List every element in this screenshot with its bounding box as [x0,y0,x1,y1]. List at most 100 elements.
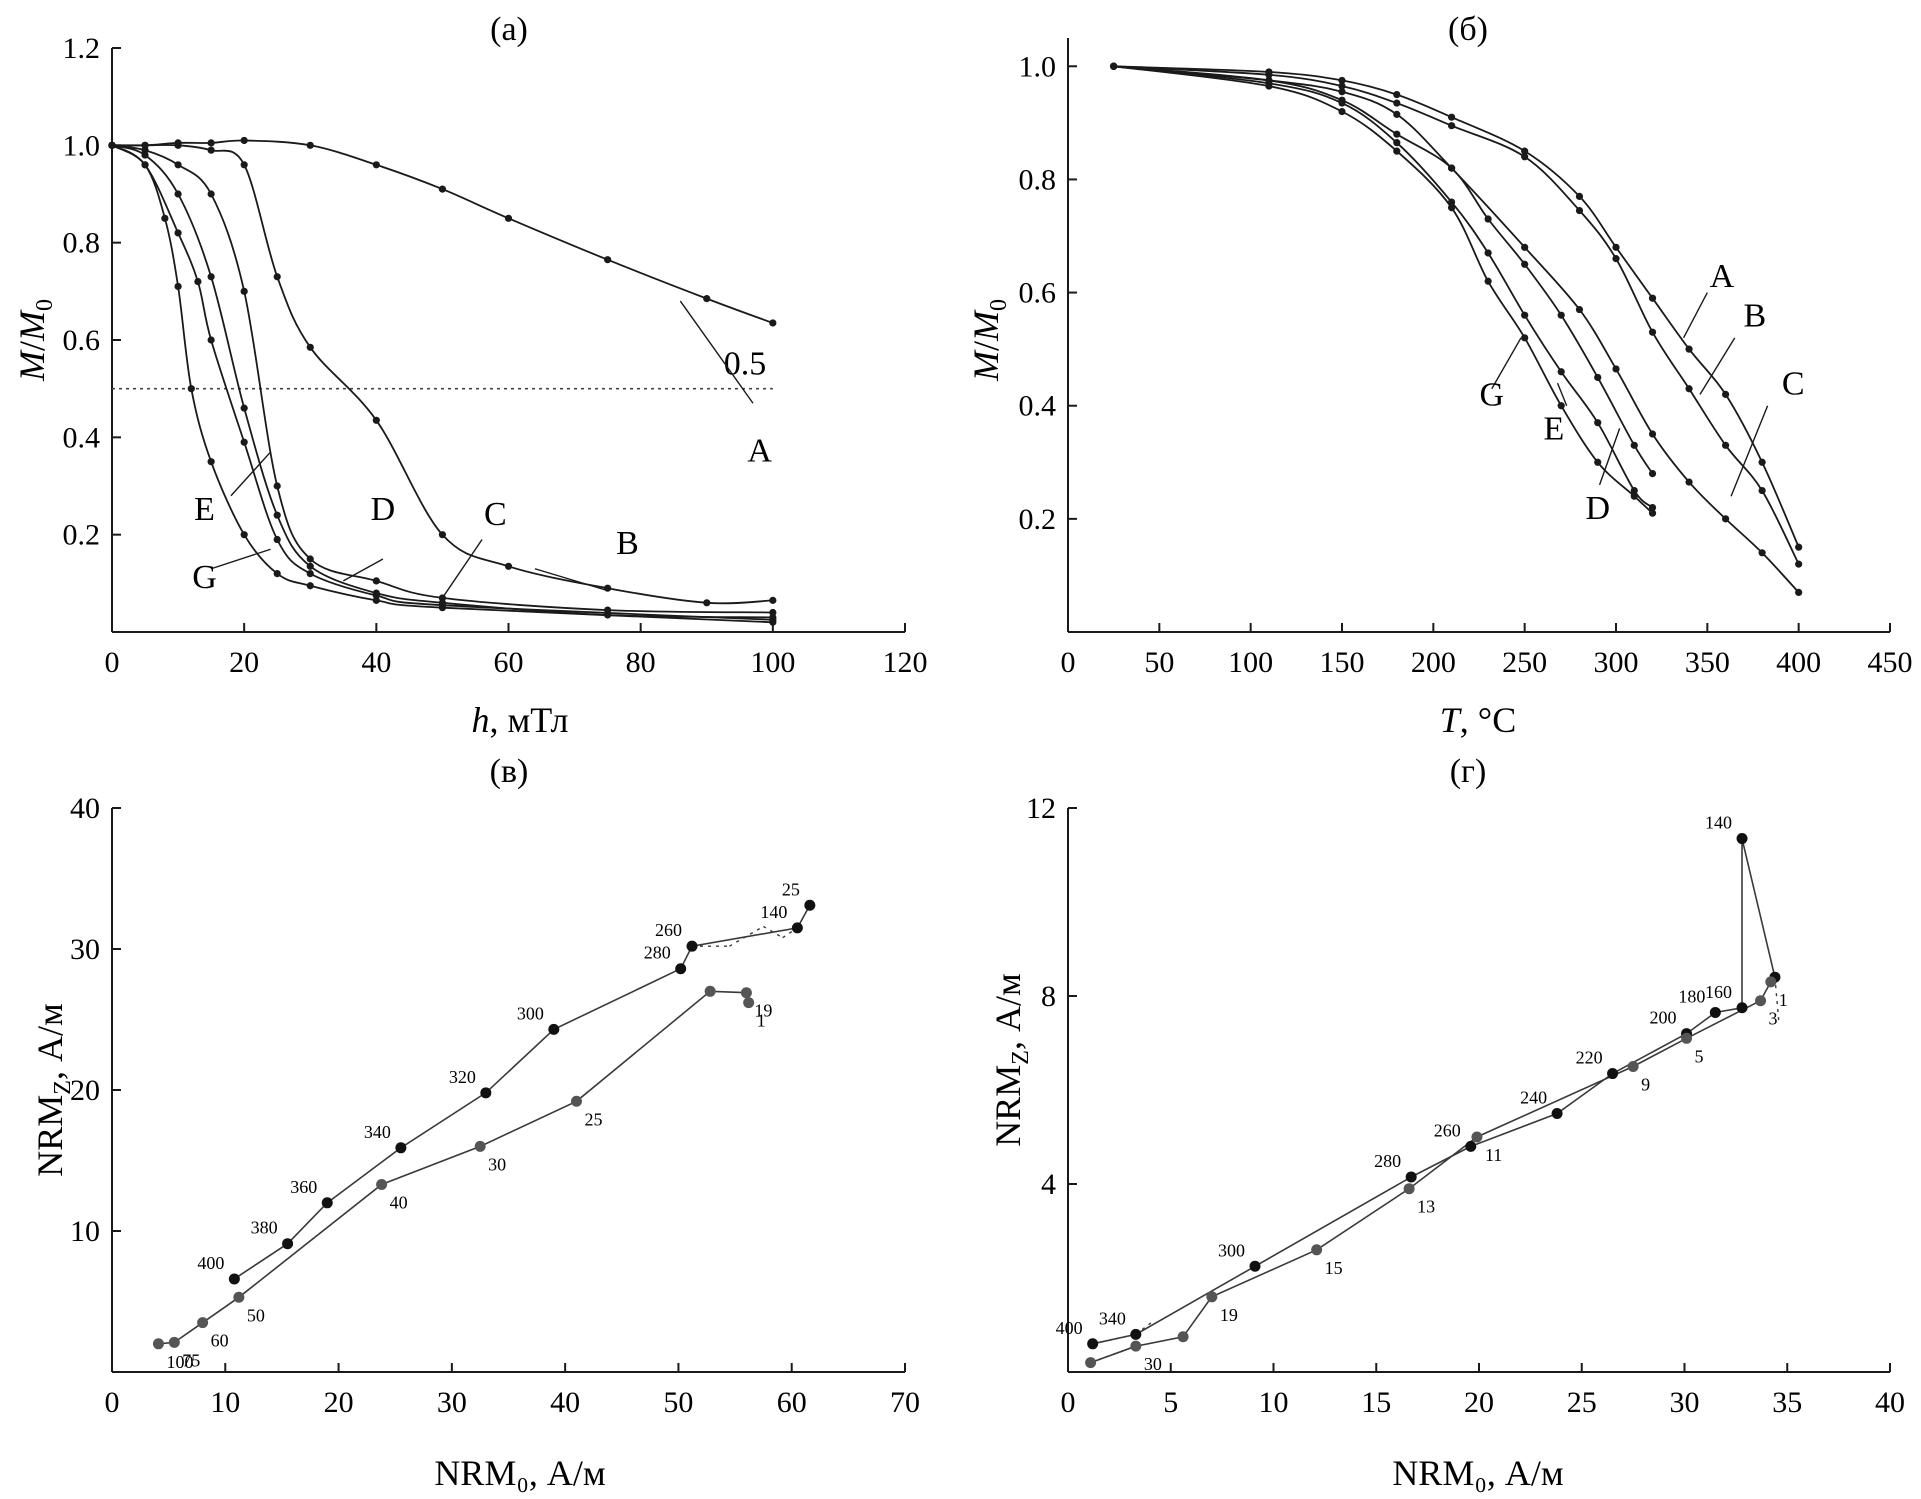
panel-g-thermal-point [1405,1171,1417,1183]
panel-b-data-point [1338,99,1346,107]
panel-b-data-point [1338,107,1346,116]
panel-b-series-label-A: A [1710,258,1735,295]
panel-v-af-point [233,1291,245,1303]
panel-b-title: (б) [1448,11,1488,48]
panel-b-data-point [1685,345,1693,353]
panel-a-series-label-D: D [371,491,396,528]
panel-g-path-thermal [1092,838,1776,1345]
panel-a-data-point [273,273,281,281]
panel-a-series-label-G: G [192,559,217,596]
panel-b-data-point [1484,249,1492,257]
panel-a-xtick-label: 0 [105,646,120,679]
panel-g-thermal-point-label: 200 [1650,1008,1677,1028]
panel-g-af-point-label: 11 [1485,1145,1502,1165]
panel-b-xtick-label: 400 [1776,646,1821,679]
panel-v-af-point-label: 30 [488,1154,506,1174]
panel-v-af-point [570,1095,582,1107]
panel-g-af-point [1206,1291,1218,1303]
panel-v-thermal-point-label: 340 [364,1122,391,1142]
panel-b-data-point [1393,130,1401,138]
panel-a-series-G [111,144,773,624]
panel-v-thermal-point [675,963,687,975]
panel-v-xtick-label: 40 [550,1386,580,1419]
panel-g-af-point [1627,1061,1639,1072]
panel-g-thermal-point-label: 160 [1705,982,1732,1002]
panel-a-data-point [306,562,314,570]
panel-a-data-point [769,319,777,327]
panel-b-data-point [1448,164,1456,172]
panel-a-data-point [174,161,182,169]
panel-v-xtick-label: 60 [777,1386,807,1419]
panel-g-af-point [1130,1340,1142,1352]
panel-a-series-E [111,144,773,621]
panel-a-data-point [141,151,149,159]
panel-b-ytick-label: 0.8 [1019,163,1057,196]
panel-v-af-point-label: 1 [757,1011,766,1031]
panel-v-thermal-point [686,940,698,952]
panel-b-series-label-B: B [1743,298,1766,335]
panel-v-thermal-point-label: 380 [251,1218,278,1238]
panel-v-ytick-label: 10 [70,1215,100,1248]
panel-a-data-point [240,404,248,412]
panel-v-af-point [376,1178,388,1190]
panel-v-af-point [474,1140,486,1152]
panel-a-data-point [240,287,248,295]
panel-a-data-point [273,482,281,490]
panel-g-xtick-label: 0 [1061,1386,1076,1419]
panel-b-data-point [1557,311,1565,319]
panel-a-leader-line [210,548,271,570]
panel-b-data-point [1521,243,1529,251]
panel-v-xtick-label: 30 [437,1386,467,1419]
panel-b-data-point [1758,549,1766,557]
panel-b-data-point [1722,441,1730,449]
panel-g-ytick-label: 8 [1041,980,1056,1013]
panel-b-data-point [1484,277,1492,285]
panel-v-ytick-label: 40 [70,792,100,825]
panel-b-data-point [1338,88,1346,96]
panel-b-data-point [1521,334,1529,342]
panel-b-series-G [1113,65,1654,514]
panel-g-thermal-point [1736,1002,1748,1014]
chart-panel-v: (в) NRM₀, А/м NRMZ, А/м 0 10 20 30 40 50 60 70 1… [30,753,920,1493]
panel-v-af-point [704,985,716,997]
panel-a-data-point [174,190,182,198]
panel-b-series-label-G: G [1480,377,1505,414]
panel-b-data-point [1648,294,1657,302]
panel-g-thermal-point [1736,833,1748,845]
panel-b-data-point [1795,560,1803,568]
panel-g-dashed-segment [1090,1345,1137,1364]
panel-b-data-point [1630,492,1638,500]
panel-b-leader-line [1730,405,1769,497]
panel-b-xtick-label: 100 [1228,646,1273,679]
panel-a-data-point [769,618,777,626]
panel-v-ytick-label: 20 [70,1074,100,1107]
panel-g-path-af [1090,981,1772,1364]
panel-a-reference-label: 0.5 [724,346,767,383]
panel-g-af-point-label: 9 [1641,1075,1650,1095]
panel-g-xtick-label: 25 [1567,1386,1597,1419]
panel-b-leader-line [1491,337,1522,390]
panel-b-xtick-label: 450 [1868,646,1913,679]
panel-b-data-point [1448,113,1456,121]
panel-a-data-point [187,385,195,393]
panel-g-af-point [1755,995,1767,1007]
panel-b-data-point [1393,110,1401,118]
panel-a-series-A [111,139,774,324]
panel-b-leader-line [1699,337,1736,395]
panel-v-thermal-point [480,1087,492,1099]
panel-b-series-A [1113,65,1800,548]
panel-b-data-point [1630,486,1638,495]
panel-g-thermal-point-label: 240 [1520,1088,1547,1108]
panel-g-ylabel: NRMZ, А/м [988,973,1034,1146]
panel-b-data-point [1338,76,1346,85]
panel-g-af-point [1471,1131,1483,1143]
panel-g-af-point [1765,976,1777,988]
panel-b-data-point [1393,90,1401,99]
panel-b-data-point [1265,82,1273,90]
panel-g-thermal-point [1130,1328,1142,1340]
panel-v-xtick-label: 20 [324,1386,354,1419]
panel-v-af-point [743,997,755,1009]
panel-v-thermal-point [321,1197,333,1209]
panel-g-thermal-point [1551,1108,1563,1119]
panel-g-thermal-point [1465,1140,1477,1152]
